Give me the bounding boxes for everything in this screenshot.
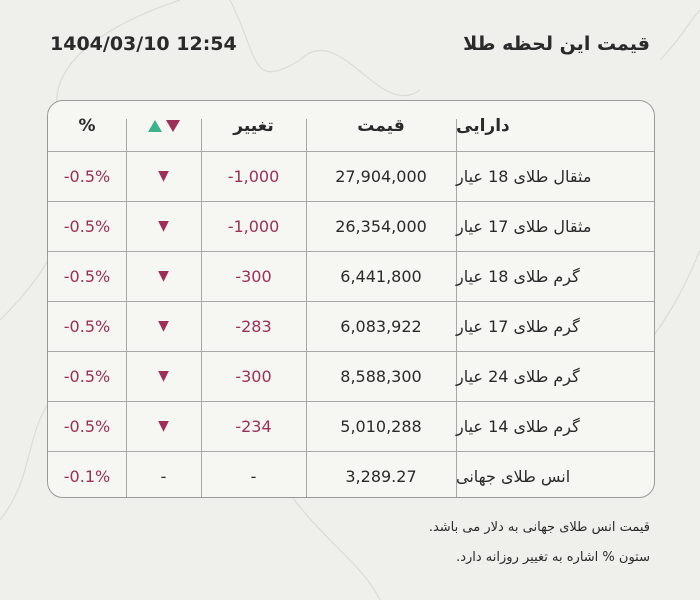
price: 8,588,300 [340, 366, 422, 386]
asset-name: گرم طلای 24 عیار [456, 366, 580, 386]
price: 26,354,000 [335, 216, 427, 236]
row-divider [48, 301, 654, 302]
asset-name: مثقال طلای 18 عیار [456, 166, 592, 186]
change: -234 [235, 416, 272, 436]
column-divider [456, 119, 457, 497]
trend: ▼ [158, 418, 169, 434]
row-divider [48, 401, 654, 402]
price: 6,441,800 [340, 266, 422, 286]
column-header: تغییر [233, 116, 274, 136]
row-divider [48, 351, 654, 352]
row-divider [48, 251, 654, 252]
trend: ▼ [158, 218, 169, 234]
trend: - [160, 466, 167, 486]
asset-name: مثقال طلای 17 عیار [456, 216, 592, 236]
percent-change: -0.5% [63, 416, 111, 436]
change: -300 [235, 366, 272, 386]
asset-name: انس طلای جهانی [456, 466, 571, 486]
change: - [250, 466, 257, 486]
percent-change: -0.5% [63, 366, 111, 386]
column-header: قیمت [357, 116, 405, 136]
datetime: 1404/03/10 12:54 [50, 33, 237, 55]
change: -1,000 [227, 166, 280, 186]
footnote: ستون % اشاره به تغییر روزانه دارد. [456, 550, 650, 565]
page-title: قیمت این لحظه طلا [463, 33, 650, 55]
column-divider [126, 119, 127, 497]
asset-name: گرم طلای 18 عیار [456, 266, 580, 286]
column-divider [201, 119, 202, 497]
change: -300 [235, 266, 272, 286]
price: 6,083,922 [340, 316, 422, 336]
trend-icons [147, 120, 180, 132]
percent-change: -0.5% [63, 166, 111, 186]
row-divider [48, 151, 654, 152]
percent-change: -0.5% [63, 316, 111, 336]
change: -283 [235, 316, 272, 336]
row-divider [48, 451, 654, 452]
trend: ▼ [158, 168, 169, 184]
change: -1,000 [227, 216, 280, 236]
column-header: دارایی [456, 116, 510, 136]
asset-name: گرم طلای 14 عیار [456, 416, 580, 436]
trend: ▼ [158, 368, 169, 384]
price: 27,904,000 [335, 166, 427, 186]
price: 5,010,288 [340, 416, 422, 436]
footnote: قیمت انس طلای جهانی به دلار می باشد. [428, 520, 650, 535]
price: 3,289.27 [345, 466, 417, 486]
trend: ▼ [158, 318, 169, 334]
column-divider [306, 119, 307, 497]
asset-name: گرم طلای 17 عیار [456, 316, 580, 336]
percent-change: -0.5% [63, 266, 111, 286]
percent-change: -0.1% [63, 466, 111, 486]
percent-change: -0.5% [63, 216, 111, 236]
trend-header-icons [126, 101, 201, 151]
trend: ▼ [158, 268, 169, 284]
column-header: % [78, 116, 96, 136]
price-table: دارایی قیمت تغییر% مثقال طلای 18 عیار 27,904… [47, 100, 655, 498]
row-divider [48, 201, 654, 202]
